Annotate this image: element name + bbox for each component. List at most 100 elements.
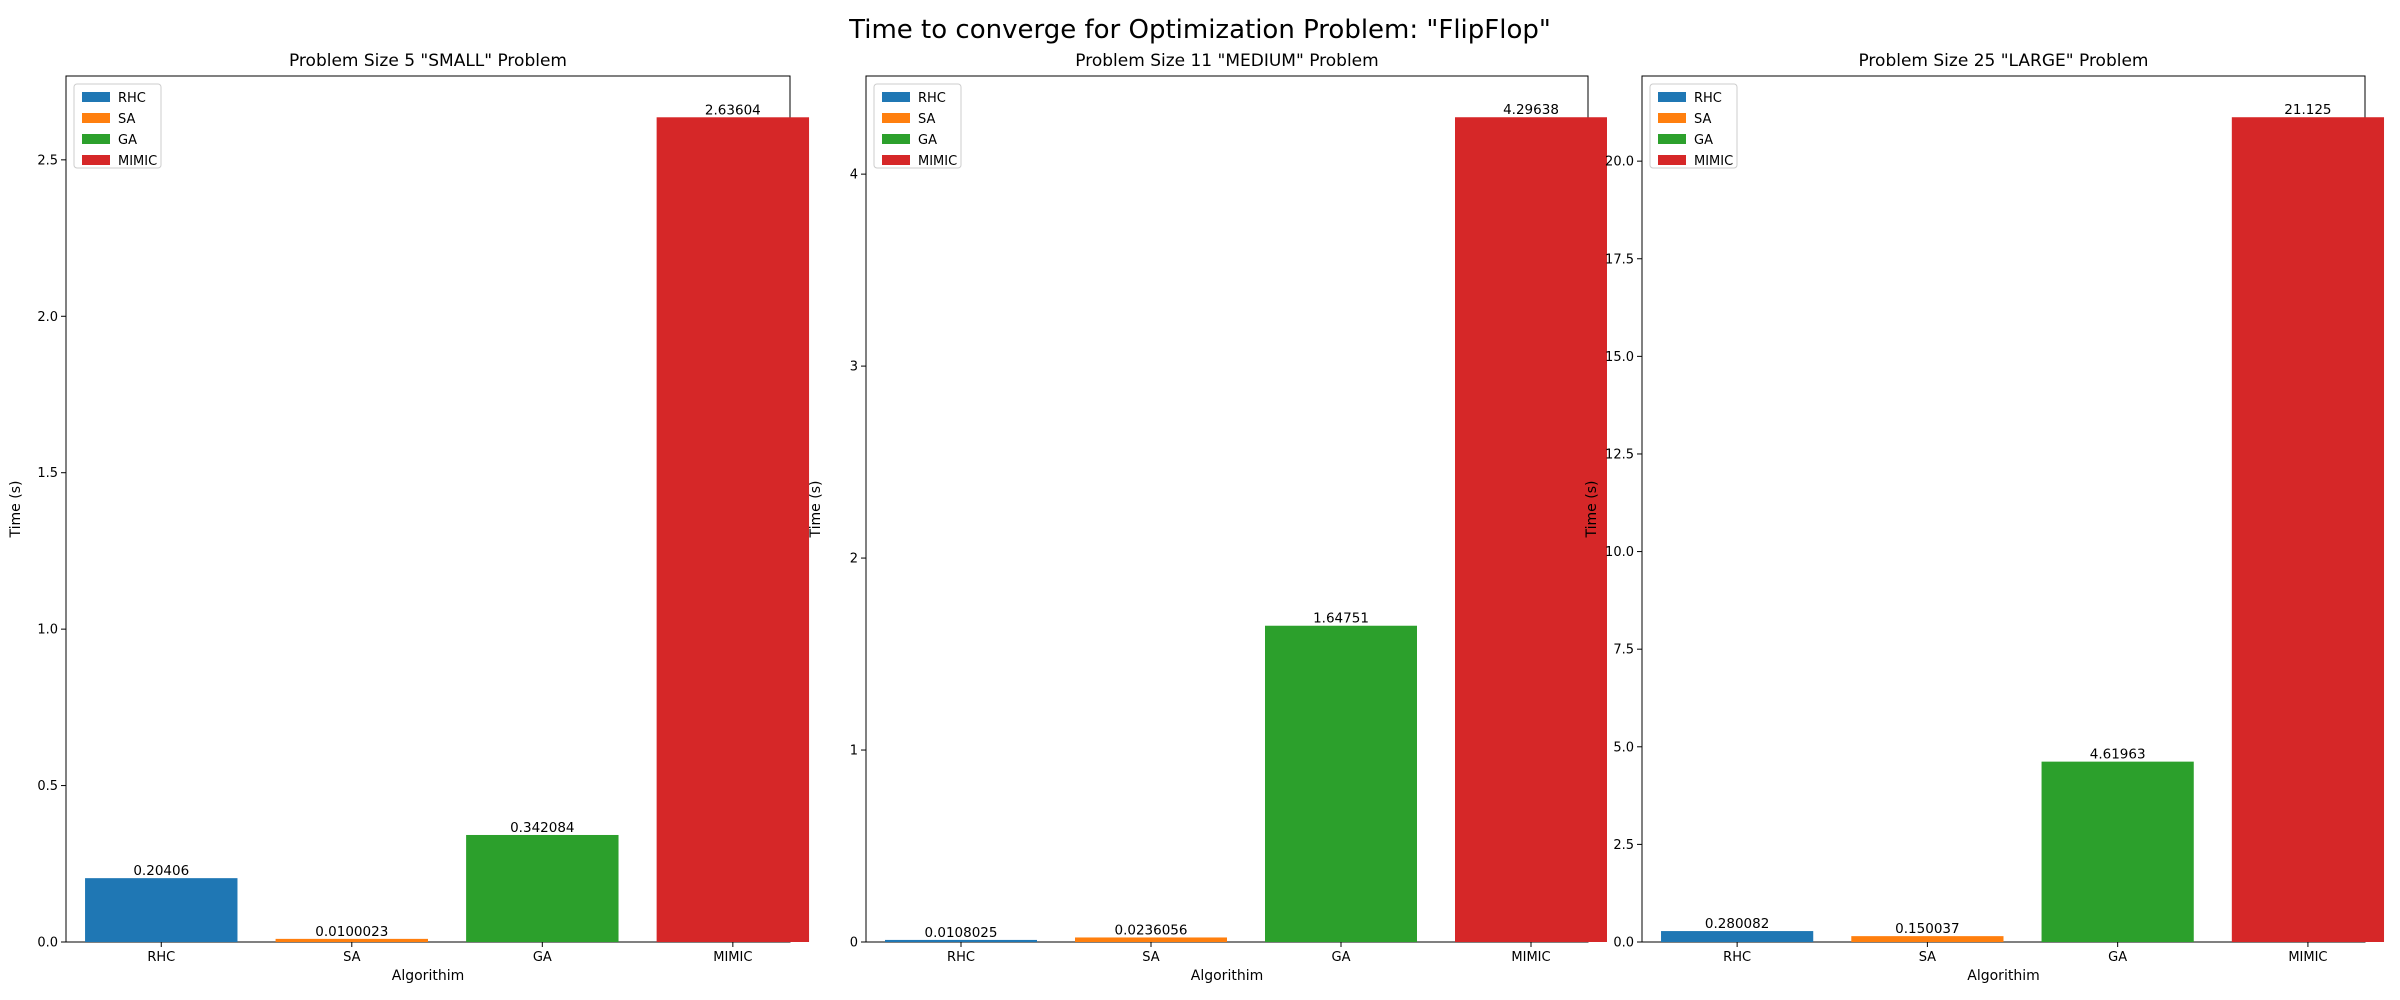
bar-sa (1851, 936, 2004, 942)
legend-label-mimic: MIMIC (118, 154, 157, 169)
legend: RHC SA GA MIMIC (73, 83, 162, 169)
legend: RHC SA GA MIMIC (1649, 83, 1738, 169)
bar-rhc (885, 939, 1037, 942)
legend-label-mimic: MIMIC (918, 154, 957, 169)
y-tick-label: 20.0 (1605, 155, 1634, 170)
chart-panel-2: Problem Size 11 "MEDIUM" Problem 0.010802… (808, 51, 1607, 984)
legend-label-rhc: RHC (1694, 91, 1722, 106)
legend-label-sa: SA (1694, 112, 1711, 127)
data-label-mimic: 21.125 (2284, 102, 2331, 118)
legend-swatch-rhc (1658, 92, 1686, 102)
legend-label-sa: SA (918, 112, 935, 127)
y-tick-label: 12.5 (1605, 447, 1634, 462)
legend-label-ga: GA (918, 133, 937, 148)
y-axis-label: Time (s) (8, 481, 24, 539)
legend-label-ga: GA (1694, 133, 1713, 148)
x-tick-label-rhc: RHC (147, 950, 175, 965)
data-label-sa: 0.150037 (1895, 921, 1959, 937)
data-label-ga: 0.342084 (510, 820, 574, 836)
legend-swatch-mimic (1658, 155, 1686, 165)
panels: Problem Size 5 "SMALL" Problem 0.20406 RHC… (8, 51, 2385, 984)
bar-rhc (85, 878, 238, 942)
legend-box (73, 83, 162, 169)
y-tick-label: 2.0 (37, 310, 58, 325)
bar-ga (1265, 625, 1417, 942)
data-label-mimic: 2.63604 (705, 102, 761, 118)
legend: RHC SA GA MIMIC (873, 83, 962, 169)
x-tick-label-mimic: MIMIC (713, 950, 752, 965)
legend-swatch-ga (82, 134, 110, 144)
data-label-ga: 4.61963 (2090, 747, 2146, 763)
legend-swatch-sa (82, 113, 110, 123)
y-tick-label: 2.5 (37, 153, 58, 168)
y-tick-label: 0.5 (37, 779, 58, 794)
chart-panel-1: Problem Size 5 "SMALL" Problem 0.20406 RHC… (8, 51, 810, 984)
y-tick-label: 2.5 (1613, 838, 1634, 853)
data-label-mimic: 4.29638 (1503, 102, 1559, 118)
panel-title: Problem Size 5 "SMALL" Problem (289, 51, 567, 71)
bar-sa (1075, 937, 1227, 942)
bar-ga (2041, 761, 2194, 942)
bar-rhc (1661, 931, 1814, 942)
x-axis-label: Algorithim (1191, 968, 1263, 984)
x-tick-label-mimic: MIMIC (2288, 950, 2327, 965)
y-tick-label: 0 (850, 936, 858, 951)
data-label-ga: 1.64751 (1313, 611, 1369, 627)
data-label-sa: 0.0236056 (1114, 922, 1187, 938)
legend-label-sa: SA (118, 112, 135, 127)
x-tick-label-sa: SA (343, 950, 360, 965)
x-axis-label: Algorithim (392, 968, 464, 984)
bar-sa (275, 938, 428, 942)
y-tick-label: 10.0 (1605, 545, 1634, 560)
chart-panel-3: Problem Size 25 "LARGE" Problem 0.280082 R… (1584, 51, 2385, 984)
y-axis-label: Time (s) (808, 481, 824, 539)
legend-swatch-mimic (82, 155, 110, 165)
y-tick-label: 3 (850, 360, 858, 375)
bar-mimic (2231, 117, 2385, 942)
x-tick-label-ga: GA (533, 950, 552, 965)
y-tick-label: 1 (850, 744, 858, 759)
y-tick-label: 0.0 (1613, 936, 1634, 951)
legend-label-rhc: RHC (918, 91, 946, 106)
x-axis-label: Algorithim (1967, 968, 2039, 984)
legend-box (1649, 83, 1738, 169)
bar-mimic (656, 117, 810, 943)
panel-title: Problem Size 11 "MEDIUM" Problem (1075, 51, 1378, 71)
panel-title: Problem Size 25 "LARGE" Problem (1858, 51, 2148, 71)
x-tick-label-ga: GA (1332, 950, 1351, 965)
y-tick-label: 5.0 (1613, 740, 1634, 755)
y-tick-label: 17.5 (1605, 252, 1634, 267)
legend-swatch-ga (1658, 134, 1686, 144)
data-label-rhc: 0.0108025 (924, 925, 997, 941)
y-tick-label: 2 (850, 552, 858, 567)
legend-label-rhc: RHC (118, 91, 146, 106)
legend-swatch-rhc (82, 92, 110, 102)
y-tick-label: 7.5 (1613, 643, 1634, 658)
x-tick-label-ga: GA (2108, 950, 2127, 965)
x-tick-label-sa: SA (1142, 950, 1159, 965)
legend-swatch-sa (1658, 113, 1686, 123)
y-tick-label: 0.0 (37, 936, 58, 951)
legend-box (873, 83, 962, 169)
y-tick-label: 15.0 (1605, 350, 1634, 365)
figure-title: Time to converge for Optimization Proble… (848, 15, 1551, 45)
y-tick-label: 1.0 (37, 623, 58, 638)
legend-label-mimic: MIMIC (1694, 154, 1733, 169)
data-label-rhc: 0.280082 (1705, 916, 1769, 932)
legend-swatch-rhc (882, 92, 910, 102)
legend-swatch-ga (882, 134, 910, 144)
y-tick-label: 4 (850, 168, 858, 183)
x-tick-label-sa: SA (1919, 950, 1936, 965)
x-tick-label-mimic: MIMIC (1511, 950, 1550, 965)
x-tick-label-rhc: RHC (1723, 950, 1751, 965)
bar-mimic (1455, 117, 1607, 942)
y-axis-label: Time (s) (1584, 481, 1600, 539)
data-label-rhc: 0.20406 (133, 863, 189, 879)
x-tick-label-rhc: RHC (947, 950, 975, 965)
data-label-sa: 0.0100023 (315, 924, 388, 940)
bar-ga (466, 834, 619, 942)
legend-swatch-mimic (882, 155, 910, 165)
legend-label-ga: GA (118, 133, 137, 148)
y-tick-label: 1.5 (37, 466, 58, 481)
